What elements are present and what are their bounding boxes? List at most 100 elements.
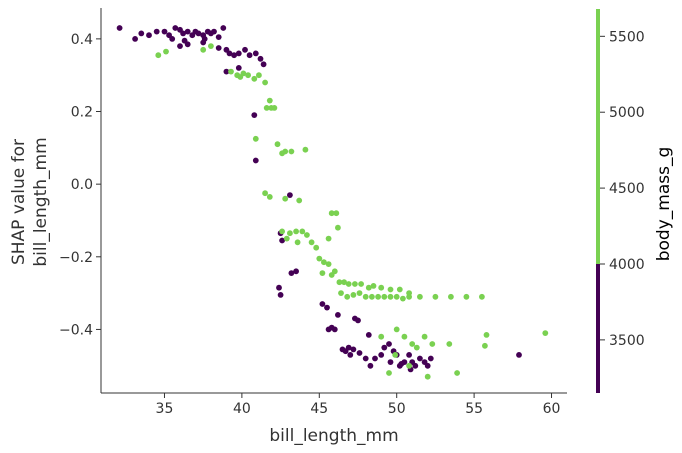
data-point-high: [304, 232, 310, 238]
data-point-low: [177, 43, 183, 49]
y-axis-label-line2: bill_length_mm: [31, 137, 51, 266]
data-point-low: [200, 39, 207, 46]
data-point-high: [325, 261, 332, 267]
data-point-low: [406, 352, 412, 358]
data-point-high: [413, 344, 420, 351]
data-point-high: [345, 281, 352, 287]
data-point-low: [116, 25, 123, 31]
data-point-high: [282, 148, 289, 155]
data-point-low: [516, 352, 522, 358]
data-point-high: [266, 194, 273, 200]
data-point-low: [293, 268, 299, 275]
data-point-high: [406, 362, 412, 369]
data-point-high: [287, 230, 293, 237]
data-point-low: [132, 36, 139, 42]
data-point-high: [331, 268, 338, 275]
data-point-high: [483, 332, 490, 338]
data-point-high: [393, 326, 400, 333]
data-point-high: [155, 52, 162, 59]
data-point-low: [279, 237, 285, 244]
data-point-high: [406, 293, 412, 300]
data-point-low: [184, 41, 191, 48]
data-point-high: [400, 295, 406, 302]
data-point-high: [282, 195, 289, 202]
data-point-high: [387, 286, 394, 293]
data-point-high: [341, 279, 347, 286]
data-point-high: [251, 75, 258, 82]
data-point-high: [352, 281, 358, 287]
data-point-low: [211, 28, 217, 35]
data-point-low: [235, 50, 242, 57]
data-point-high: [283, 235, 290, 242]
x-tick-label: 60: [543, 401, 561, 417]
colorbar-label: body_mass_g: [654, 147, 674, 262]
data-point-low: [362, 355, 369, 362]
data-point-low: [260, 61, 267, 68]
data-point-high: [358, 281, 364, 287]
data-point-low: [324, 304, 330, 311]
data-point-low: [387, 359, 394, 365]
data-point-high: [362, 293, 369, 300]
data-point-low: [251, 112, 258, 118]
data-point-low: [335, 312, 341, 318]
data-point-high: [369, 293, 375, 300]
y-tick-label: 0.0: [71, 177, 93, 193]
data-point-low: [161, 28, 168, 35]
data-point-high: [308, 239, 315, 246]
data-point-low: [220, 25, 227, 31]
data-point-low: [195, 30, 202, 37]
data-point-high: [256, 72, 262, 79]
y-tick-label: 0.4: [71, 32, 93, 48]
data-point-low: [172, 25, 179, 31]
y-tick-label: −0.2: [59, 250, 93, 266]
data-point-high: [479, 293, 485, 300]
data-point-high: [387, 293, 394, 300]
data-point-low: [347, 352, 354, 358]
data-point-high: [302, 146, 309, 153]
data-point-high: [375, 293, 381, 300]
data-point-high: [542, 330, 549, 336]
data-point-low: [427, 355, 434, 362]
data-point-low: [215, 34, 222, 40]
data-point-high: [463, 293, 470, 300]
data-point-high: [432, 293, 439, 300]
data-point-high: [386, 370, 392, 376]
data-point-high: [319, 270, 326, 276]
y-axis-label-line1: SHAP value for: [9, 139, 29, 265]
data-point-high: [356, 290, 363, 296]
data-point-low: [287, 192, 293, 199]
data-point-high: [288, 148, 295, 155]
data-point-low: [180, 30, 187, 37]
data-point-high: [325, 235, 332, 242]
data-point-low: [257, 55, 264, 62]
data-point-low: [153, 28, 160, 35]
data-point-low: [138, 30, 145, 37]
data-point-high: [338, 290, 344, 296]
data-point-low: [319, 301, 326, 307]
data-point-high: [381, 293, 388, 300]
scatter-points: [116, 25, 549, 380]
data-point-low: [226, 50, 233, 57]
data-point-high: [350, 292, 357, 298]
data-point-high: [252, 135, 259, 142]
data-point-low: [252, 50, 259, 57]
colorbar-tick-label: 3500: [609, 333, 645, 349]
data-point-high: [392, 352, 399, 358]
data-point-high: [378, 333, 385, 340]
data-point-high: [316, 255, 323, 262]
data-point-high: [370, 283, 377, 289]
data-point-low: [367, 362, 374, 369]
data-point-low: [356, 350, 363, 356]
data-point-low: [424, 362, 431, 369]
data-point-low: [365, 332, 372, 338]
data-point-low: [146, 32, 152, 39]
colorbar-tick-label: 5000: [609, 105, 645, 121]
x-axis-label: bill_length_mm: [269, 426, 398, 446]
data-point-low: [355, 317, 361, 324]
data-point-low: [378, 352, 385, 358]
data-point-high: [321, 259, 327, 266]
data-point-high: [200, 46, 207, 53]
data-point-high: [274, 141, 281, 148]
x-tick-label: 50: [388, 401, 406, 417]
